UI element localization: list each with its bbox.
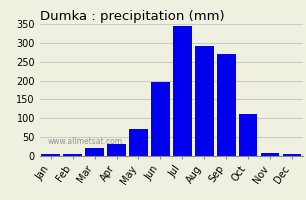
Bar bbox=[85, 148, 104, 156]
Bar bbox=[283, 154, 301, 156]
Bar bbox=[129, 129, 148, 156]
Text: Dumka : precipitation (mm): Dumka : precipitation (mm) bbox=[40, 10, 224, 23]
Bar bbox=[107, 144, 126, 156]
Bar bbox=[195, 46, 214, 156]
Bar bbox=[63, 154, 82, 156]
Bar bbox=[41, 154, 60, 156]
Bar bbox=[217, 54, 236, 156]
Bar bbox=[173, 26, 192, 156]
Bar bbox=[261, 153, 279, 156]
Text: www.allmetsat.com: www.allmetsat.com bbox=[48, 137, 123, 146]
Bar bbox=[151, 82, 170, 156]
Bar bbox=[239, 114, 257, 156]
